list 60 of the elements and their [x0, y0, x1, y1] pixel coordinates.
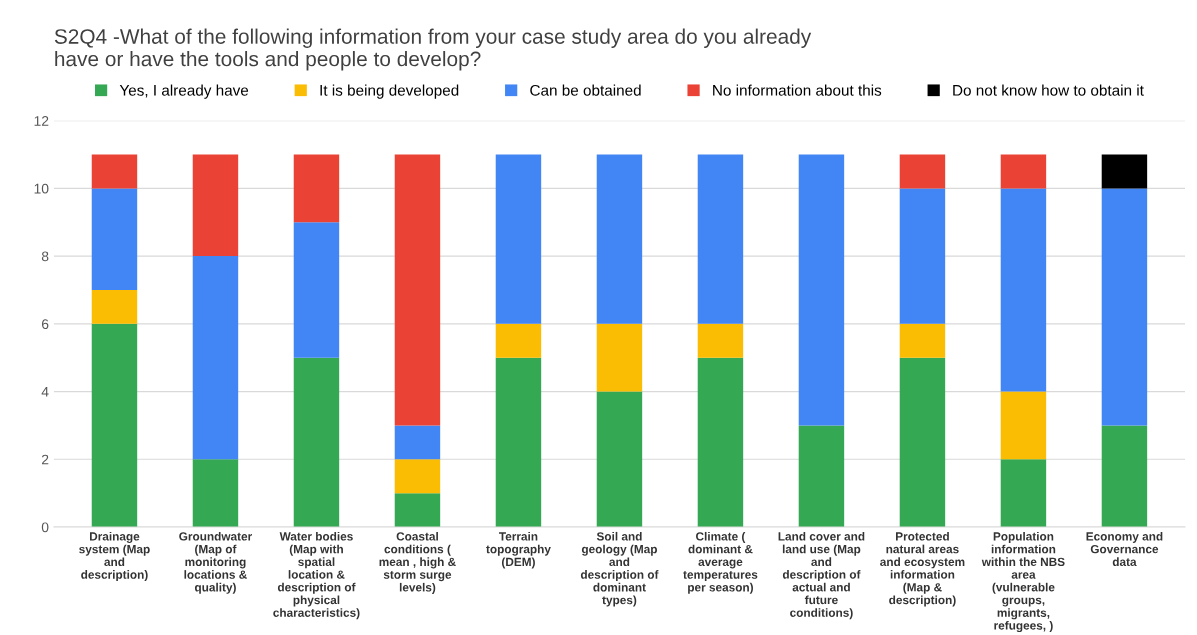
bar [798, 425, 845, 528]
bar [899, 188, 946, 324]
bar [293, 222, 340, 358]
x-tick-label: Drainage system (Map and description) [79, 531, 150, 582]
bar [495, 154, 542, 324]
bar [91, 154, 138, 189]
bar [697, 357, 744, 528]
legend-label: Do not know how to obtain it [953, 84, 1144, 96]
legend-label: No information about this [713, 84, 882, 96]
bar [899, 323, 946, 358]
bar [1000, 188, 1047, 392]
bar [394, 425, 441, 460]
y-tick-label: 0 [41, 522, 49, 533]
bar [697, 323, 744, 358]
y-tick-label: 4 [41, 387, 49, 397]
bar [899, 154, 946, 189]
y-tick-label: 10 [34, 183, 49, 194]
bar [1101, 425, 1148, 528]
x-tick-label: Terrain topography (DEM) [486, 531, 551, 569]
bar [1000, 391, 1047, 460]
bar [1101, 154, 1148, 189]
bar [798, 154, 845, 426]
x-tick-label: Soil and geology (Map and description of dominant types) [580, 531, 659, 607]
bar [192, 154, 239, 257]
y-tick-label: 8 [41, 251, 49, 262]
bar [394, 154, 441, 426]
x-tick-label: Coastal conditions ( mean , high & storm surge levels) [379, 531, 456, 594]
bar [495, 323, 542, 358]
bar [596, 391, 643, 528]
x-tick-label: Land cover and land use (Map and description of actual and future conditions) [778, 531, 865, 620]
chart-title: S2Q4 -What of the following information from your case study area do you already have or have the tools and people to develop? [54, 28, 812, 71]
y-tick-label: 6 [41, 319, 49, 330]
x-tick-label: Economy and Governance data [1086, 531, 1163, 567]
bar [293, 357, 340, 528]
bar [192, 459, 239, 528]
bar [1000, 459, 1047, 528]
bar [899, 357, 946, 528]
x-tick-label: Protected natural areas and ecosystem information (Map & description) [880, 531, 965, 607]
legend-label: Can be obtained [530, 84, 641, 96]
bar [192, 256, 239, 460]
x-tick-label: Groundwater (Map of monitoring locations & quality) [179, 531, 253, 594]
bar [1101, 188, 1148, 426]
legend-label: Yes, I already have [119, 84, 249, 99]
x-tick-label: Climate ( dominant & average temperatures per season) [683, 531, 758, 594]
bar [1000, 154, 1047, 189]
x-tick-label: Water bodies (Map with spatial location & description of physical characteristics) [273, 531, 360, 620]
bar [293, 154, 340, 223]
bar [697, 154, 744, 324]
bar [91, 289, 138, 324]
legend-label: It is being developed [320, 84, 459, 99]
bar [596, 154, 643, 324]
bar [596, 323, 643, 392]
bar [91, 323, 138, 528]
bar [394, 493, 441, 528]
x-tick-label: Population information within the NBS area (vulnerable groups, migrants, refugees, ) [981, 531, 1065, 633]
y-tick-label: 2 [41, 454, 49, 465]
bar [394, 459, 441, 494]
bar [495, 357, 542, 528]
bar [91, 188, 138, 290]
y-tick-label: 12 [34, 115, 49, 126]
